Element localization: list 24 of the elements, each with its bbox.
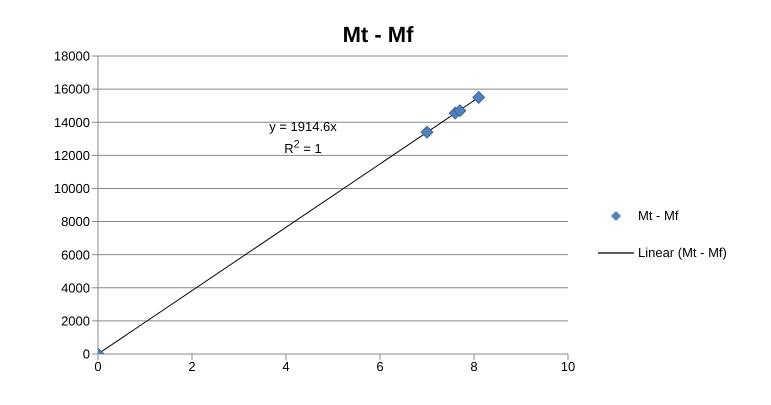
x-tick-label: 10 [560,359,576,374]
point [420,126,434,139]
y-tick-label: 0 [82,346,90,362]
y-tick-label: 4000 [61,280,90,296]
point [472,90,486,104]
legend-label: Mt - Mf [638,208,678,223]
annotation: y = 1914.6x [269,119,337,134]
chart-title: Mt - Mf [342,22,414,48]
x-tick-label: 8 [470,359,478,374]
y-tick-label: 10000 [54,181,90,196]
x-tick-label: 0 [94,359,102,374]
annotation: R$^{2}$ = 1 [284,139,322,156]
y-tick-label: 12000 [54,148,90,163]
x-tick-label: 2 [188,359,196,374]
x-tick-label: 6 [376,359,384,374]
y-tick-label: 18000 [54,48,90,64]
y-tick-label: 6000 [61,247,90,262]
legend-label: Linear (Mt - Mf) [638,245,727,260]
y-tick-label: 8000 [61,214,90,230]
y-tick-label: 2000 [61,314,90,329]
y-tick-label: 14000 [54,114,90,130]
y-tick-label: 16000 [54,82,90,97]
x-tick-label: 4 [282,359,290,374]
point [454,104,466,118]
